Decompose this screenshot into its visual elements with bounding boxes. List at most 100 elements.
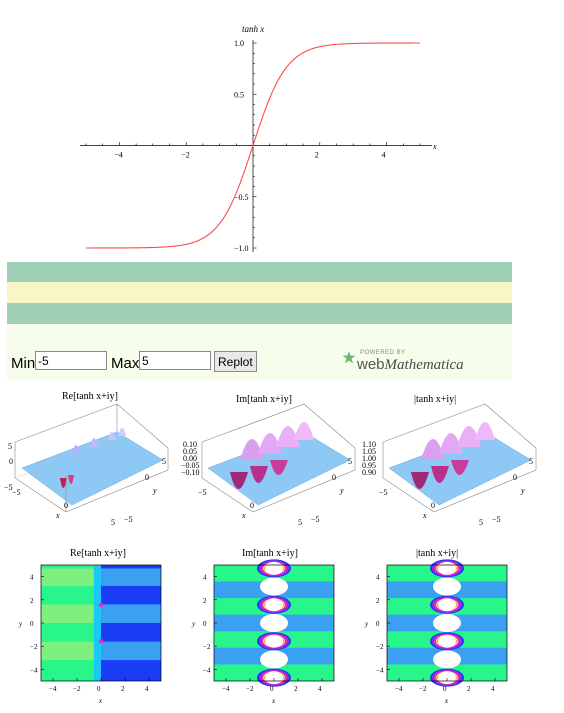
tanh-curve xyxy=(86,42,420,249)
contour-y-tick-label: 2 xyxy=(30,597,34,605)
contour-x-tick-label: −2 xyxy=(246,685,254,693)
re-x-label: x xyxy=(55,511,60,520)
im-x-label: x xyxy=(241,511,246,520)
contour-re-band xyxy=(41,641,101,661)
contour-x-tick-label: 4 xyxy=(318,685,322,693)
contour-y-tick-label: −2 xyxy=(203,643,211,651)
im-z-tick-1: 0.10 xyxy=(183,440,197,449)
re-x-tick-m5: −5 xyxy=(12,488,21,497)
contour-re-pole xyxy=(98,639,104,644)
separator-band xyxy=(7,303,512,324)
contour-abs-pole xyxy=(438,561,456,575)
contour-x-label: x xyxy=(98,697,103,705)
re-y-tick-5: 5 xyxy=(162,457,166,466)
contour-im-zero-region xyxy=(260,650,288,669)
main-x-tick-label: 4 xyxy=(382,151,386,160)
contour-abs-pole xyxy=(438,671,456,685)
main-y-tick-label: −1.0 xyxy=(234,244,249,253)
surface-title-abs: |tanh x+iy| xyxy=(414,394,457,405)
abs-z-tick-1: 1.10 xyxy=(362,440,376,449)
contour-title-im: Im[tanh x+iy] xyxy=(242,548,298,559)
abs-y-tick-5: 5 xyxy=(529,457,533,466)
abs-y-label: y xyxy=(520,486,525,495)
contour-plots: −4 −2 0 2 4 4 2 0 −2 −4 x y −4 −2 0 2 4 4 2 0 −2 −4 x y −4 −2 0 2 4 4… xyxy=(18,559,508,705)
contour-x-tick-label: 0 xyxy=(97,685,101,693)
brand-name: webMathematica xyxy=(357,356,464,374)
contour-x-tick-label: 2 xyxy=(467,685,471,693)
re-x-tick-5: 5 xyxy=(111,518,115,527)
contour-abs-zero-region xyxy=(433,614,461,632)
contour-x-tick-label: 4 xyxy=(145,685,149,693)
im-y-label: y xyxy=(339,486,344,495)
webmathematica-logo-icon xyxy=(342,351,356,370)
contour-re-band xyxy=(101,604,161,623)
main-y-tick-label: 1.0 xyxy=(234,39,244,48)
abs-x-tick-5: 5 xyxy=(479,518,483,527)
surface-plot-abs: 1.10 1.05 1.00 0.95 0.90 5 0 y −5 0 x 5 … xyxy=(362,403,537,527)
tanh-plot: −4 −2 2 4 −1.0 −0.5 0.5 1.0 tanh x x xyxy=(80,24,437,253)
contour-x-tick-label: 0 xyxy=(443,685,447,693)
contour-y-tick-label: −2 xyxy=(376,643,384,651)
main-x-tick-label: −4 xyxy=(114,151,123,160)
im-x-tick-0: 0 xyxy=(250,501,254,510)
abs-x-tick-m5: −5 xyxy=(379,488,388,497)
contour-y-tick-label: 4 xyxy=(30,574,34,582)
im-z-tick-4: −0.05 xyxy=(181,461,200,470)
surface-title-re: Re[tanh x+iy] xyxy=(62,391,118,402)
contour-y-tick-label: 2 xyxy=(376,597,380,605)
contour-y-label: y xyxy=(18,620,23,628)
abs-z-tick-3: 1.00 xyxy=(362,454,376,463)
max-input[interactable] xyxy=(139,351,211,370)
contour-im-zero-region xyxy=(260,614,288,632)
contour-x-tick-label: −4 xyxy=(222,685,230,693)
contour-x-tick-label: −4 xyxy=(49,685,57,693)
contour-y-tick-label: −4 xyxy=(203,666,211,674)
contour-abs-zero-region xyxy=(433,577,461,596)
header-band xyxy=(7,262,512,282)
contour-abs-zero-region xyxy=(433,650,461,669)
replot-button[interactable]: Replot xyxy=(214,351,257,372)
surface-plot-re: 5 0 −5 5 0 y −5 0 x 5 −5 xyxy=(4,403,169,527)
re-z-tick-m5: −5 xyxy=(4,483,13,492)
im-y-tick-5: 5 xyxy=(348,457,352,466)
contour-y-tick-label: 4 xyxy=(376,574,380,582)
contour-y-tick-label: 0 xyxy=(376,620,380,628)
im-y-tick-m5: −5 xyxy=(311,515,320,524)
re-x-tick-0: 0 xyxy=(64,501,68,510)
contour-re-center xyxy=(93,565,101,681)
contour-re-band xyxy=(101,641,161,661)
re-z-tick-5: 5 xyxy=(8,442,12,451)
contour-y-tick-label: −4 xyxy=(376,666,384,674)
input-band xyxy=(7,282,512,303)
main-y-tick-label: 0.5 xyxy=(234,90,244,99)
main-plot-title: tanh x xyxy=(242,24,264,34)
im-x-tick-5: 5 xyxy=(298,518,302,527)
min-label: Min xyxy=(11,355,36,372)
contour-x-label: x xyxy=(271,697,276,705)
abs-z-tick-4: 0.95 xyxy=(362,461,376,470)
contour-abs-pole xyxy=(438,598,456,612)
contour-x-label: x xyxy=(444,697,449,705)
contour-title-abs: |tanh x+iy| xyxy=(416,548,459,559)
contour-im-pole xyxy=(265,598,283,612)
contour-re-band xyxy=(41,604,101,623)
surface-title-im: Im[tanh x+iy] xyxy=(236,394,292,405)
im-x-tick-m5: −5 xyxy=(198,488,207,497)
contour-x-tick-label: 4 xyxy=(491,685,495,693)
re-y-tick-0: 0 xyxy=(145,473,149,482)
min-input[interactable] xyxy=(35,351,107,370)
contour-im-zero-region xyxy=(260,577,288,596)
im-z-tick-2: 0.05 xyxy=(183,447,197,456)
contour-re-band xyxy=(101,568,161,586)
contour-re-pole xyxy=(98,602,104,607)
contour-x-tick-label: −4 xyxy=(395,685,403,693)
contour-title-re: Re[tanh x+iy] xyxy=(70,548,126,559)
main-x-tick-label: 2 xyxy=(315,151,319,160)
abs-x-tick-0: 0 xyxy=(431,501,435,510)
brand-web: web xyxy=(357,356,385,373)
re-z-tick-0: 0 xyxy=(9,457,13,466)
im-y-tick-0: 0 xyxy=(332,473,336,482)
contour-y-tick-label: 0 xyxy=(30,620,34,628)
contour-abs-pole xyxy=(438,634,456,648)
abs-x-label: x xyxy=(422,511,427,520)
